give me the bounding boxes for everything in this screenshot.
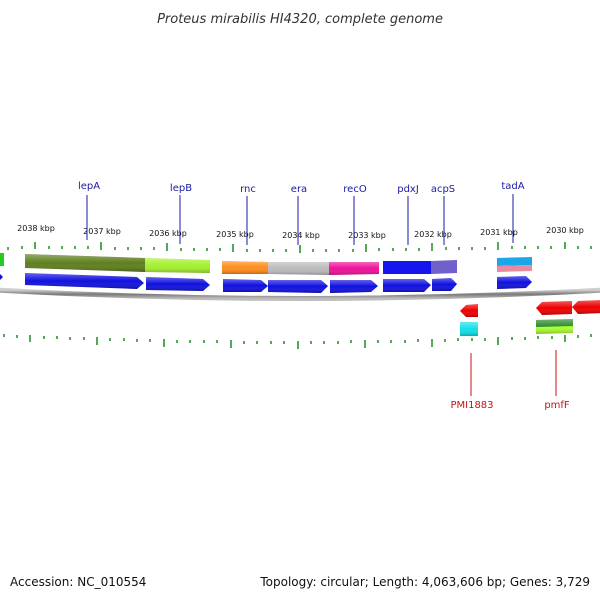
- gene-label-PMI1883[interactable]: PMI1883: [450, 400, 493, 411]
- feature-bar: [383, 261, 431, 274]
- feature-bar: [497, 265, 532, 272]
- feature-bar: [431, 260, 457, 274]
- genome-summary-text: Topology: circular; Length: 4,063,606 bp…: [259, 575, 590, 589]
- forward-cds-shading: [25, 273, 532, 293]
- gene-label-rnc[interactable]: rnc: [240, 184, 256, 195]
- map-title: Proteus mirabilis HI4320, complete genom…: [157, 12, 443, 27]
- kbp-label-2037: 2037 kbp: [83, 227, 121, 236]
- kbp-label-2033: 2033 kbp: [348, 231, 386, 240]
- feature-ring-lower: [460, 319, 573, 336]
- gene-label-lepA[interactable]: lepA: [78, 181, 100, 192]
- feature-bar: [460, 322, 478, 336]
- kbp-label-2030: 2030 kbp: [546, 226, 584, 235]
- gene-label-pmfF[interactable]: pmfF: [544, 400, 570, 411]
- gene-label-era[interactable]: era: [291, 184, 307, 195]
- gene-label-tadA[interactable]: tadA: [501, 181, 524, 192]
- kbp-label-2038: 2038 kbp: [17, 224, 55, 233]
- feature-bar: [497, 257, 532, 266]
- gene-label-recO[interactable]: recO: [343, 184, 367, 195]
- gene-label-acpS[interactable]: acpS: [431, 184, 455, 195]
- lower-tick-row: [3, 334, 592, 349]
- feature-ring-upper: [0, 253, 532, 275]
- feature-bar: [536, 319, 573, 334]
- kbp-label-2036: 2036 kbp: [149, 229, 187, 238]
- kbp-label-2035: 2035 kbp: [216, 230, 254, 239]
- feature-bar: [222, 261, 268, 274]
- feature-bar: [145, 258, 210, 273]
- feature-bar: [268, 262, 329, 275]
- kbp-label-2034: 2034 kbp: [282, 231, 320, 240]
- genome-backbone: [0, 287, 600, 301]
- gene-label-lepB[interactable]: lepB: [170, 183, 192, 194]
- kbp-label-2032: 2032 kbp: [414, 230, 452, 239]
- gene-label-pdxJ[interactable]: pdxJ: [397, 184, 419, 195]
- forward-gene-leaders: [86, 194, 514, 245]
- feature-bar: [329, 262, 379, 275]
- accession-text: Accession: NC_010554: [10, 575, 146, 589]
- kbp-label-2031: 2031 kbp: [480, 228, 518, 237]
- feature-bar: [25, 254, 145, 272]
- forward-cds-arrow[interactable]: [0, 272, 3, 282]
- reverse-gene-leaders: [470, 350, 557, 396]
- upper-tick-row: [7, 242, 592, 253]
- feature-bar: [0, 253, 4, 266]
- reverse-cds-shading: [460, 300, 600, 317]
